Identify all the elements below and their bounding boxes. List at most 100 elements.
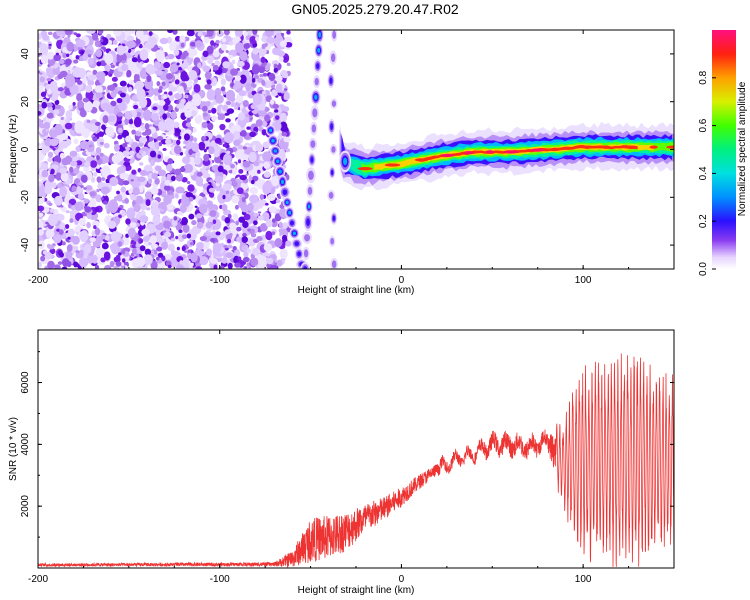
noise-dot [142,235,150,242]
noise-dot [223,244,228,249]
noise-dot [221,37,227,43]
noise-dot [127,86,133,93]
noise-dot [121,210,127,217]
noise-dot [182,258,190,268]
noise-dot [121,265,125,268]
noise-dot [263,171,271,178]
noise-dot [186,180,191,185]
noise-dot [226,150,231,155]
noise-dot [243,266,248,269]
noise-dot [155,69,163,76]
noise-dot [75,54,80,60]
noise-dot [139,238,144,244]
noise-dot [238,60,245,67]
noise-dot [245,82,252,91]
noise-dot [187,249,192,253]
noise-dot [268,206,277,213]
noise-dot [64,58,72,65]
noise-dot [265,257,274,265]
noise-dot [96,176,102,183]
spectrogram-x-tick-label: -100 [210,275,230,286]
noise-dot [112,30,122,37]
noise-dot [89,191,96,197]
noise-dot [69,160,78,167]
noise-dot [220,43,228,51]
noise-dot [92,32,99,41]
noise-dot [199,256,209,266]
noise-dot [252,248,261,256]
ascending-track-blob [310,156,314,163]
noise-dot [255,119,263,127]
spectrogram-x-axis-label: Height of straight line (km) [298,285,415,296]
noise-dot [115,254,121,259]
noise-dot [238,144,244,150]
noise-dot [59,252,64,258]
noise-dot [278,55,284,63]
noise-dot [73,167,80,175]
noise-dot [263,243,273,252]
noise-dot [46,51,55,60]
noise-dot [245,35,251,40]
noise-dot [105,126,115,137]
noise-dot [165,56,170,60]
ascending-track-blob [306,218,310,227]
noise-dot [116,194,123,202]
noise-dot [57,182,63,189]
noise-dot [122,142,128,148]
noise-dot [145,112,152,118]
noise-dot [191,219,197,226]
noise-dot [61,266,68,269]
noise-dot [84,161,91,168]
noise-dot [133,104,139,110]
noise-dot [274,115,280,120]
noise-dot [188,69,198,80]
noise-dot [78,217,86,226]
colorbar-label: Normalized spectral amplitude [737,81,748,216]
noise-dot [138,136,148,144]
noise-dot [73,59,79,64]
noise-dot [217,165,224,173]
noise-dot [196,171,203,177]
colorbar-tick-labels: 0.0 0.2 0.4 0.6 0.8 [698,70,716,276]
noise-dot [48,174,55,183]
noise-dot [206,89,216,101]
noise-dot [126,40,136,49]
noise-dot [39,43,49,56]
noise-dot [281,131,288,137]
noise-dot [214,137,222,144]
noise-dot [73,261,79,268]
colorbar: 0.0 0.2 0.4 0.6 0.8 Normalized spectral ampl… [698,30,748,276]
noise-dot [232,168,237,175]
noise-dot [267,193,276,202]
ascending-track-blob [308,170,314,181]
descending-track-blob [285,200,289,205]
noise-dot [174,35,181,42]
noise-dot [281,234,288,242]
noise-dot [128,119,134,125]
noise-dot [194,205,198,208]
noise-dot [166,72,173,80]
noise-dot [68,203,72,209]
noise-dot [179,260,184,265]
vertical-track-blob [330,169,334,176]
noise-dot [59,140,69,149]
noise-dot [65,64,69,68]
noise-dot [77,100,84,109]
noise-dot [163,253,172,260]
noise-dot [164,179,171,186]
noise-dot [271,89,278,97]
noise-dot [96,88,103,94]
noise-dot [102,200,108,205]
noise-dot [110,231,121,243]
noise-dot [158,141,163,147]
noise-dot [252,47,260,55]
noise-dot [38,261,42,269]
noise-dot [195,40,203,48]
noise-dot [258,126,264,132]
noise-dot [238,168,244,174]
noise-dot [239,174,247,181]
noise-dot [111,76,118,82]
noise-dot [242,232,247,238]
noise-dot [126,37,132,41]
noise-dot [203,148,207,153]
